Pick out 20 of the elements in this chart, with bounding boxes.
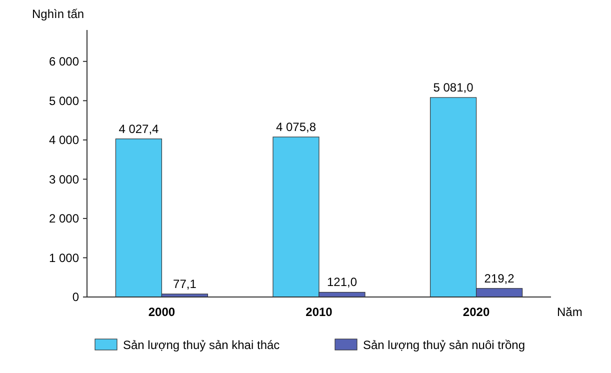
legend-label: Sản lượng thuỷ sản nuôi trồng <box>363 338 526 352</box>
x-axis-title: Năm <box>557 305 582 319</box>
y-tick-label: 1 000 <box>48 250 80 265</box>
data-label: 5 081,0 <box>433 80 474 94</box>
data-label: 4 027,4 <box>118 122 160 136</box>
data-label: 121,0 <box>326 275 358 290</box>
x-tick-label: 2000 <box>148 305 176 319</box>
y-tick-label: 4 000 <box>48 133 80 148</box>
y-tick-label: 5 000 <box>48 94 80 108</box>
y-axis-title: Nghìn tấn <box>32 7 84 21</box>
data-label: 219,2 <box>484 271 515 286</box>
legend-label: Sản lượng thuỷ sản khai thác <box>123 338 280 352</box>
y-tick-label: 2 000 <box>48 212 80 226</box>
y-tick-label: 0 <box>72 290 80 304</box>
x-tick-label: 2010 <box>306 305 333 319</box>
data-label: 77,1 <box>173 276 197 291</box>
data-label: 4 075,8 <box>276 120 316 134</box>
y-tick-label: 3 000 <box>48 172 80 186</box>
y-tick-label: 6 000 <box>48 54 80 69</box>
x-tick-label: 2020 <box>462 305 490 319</box>
